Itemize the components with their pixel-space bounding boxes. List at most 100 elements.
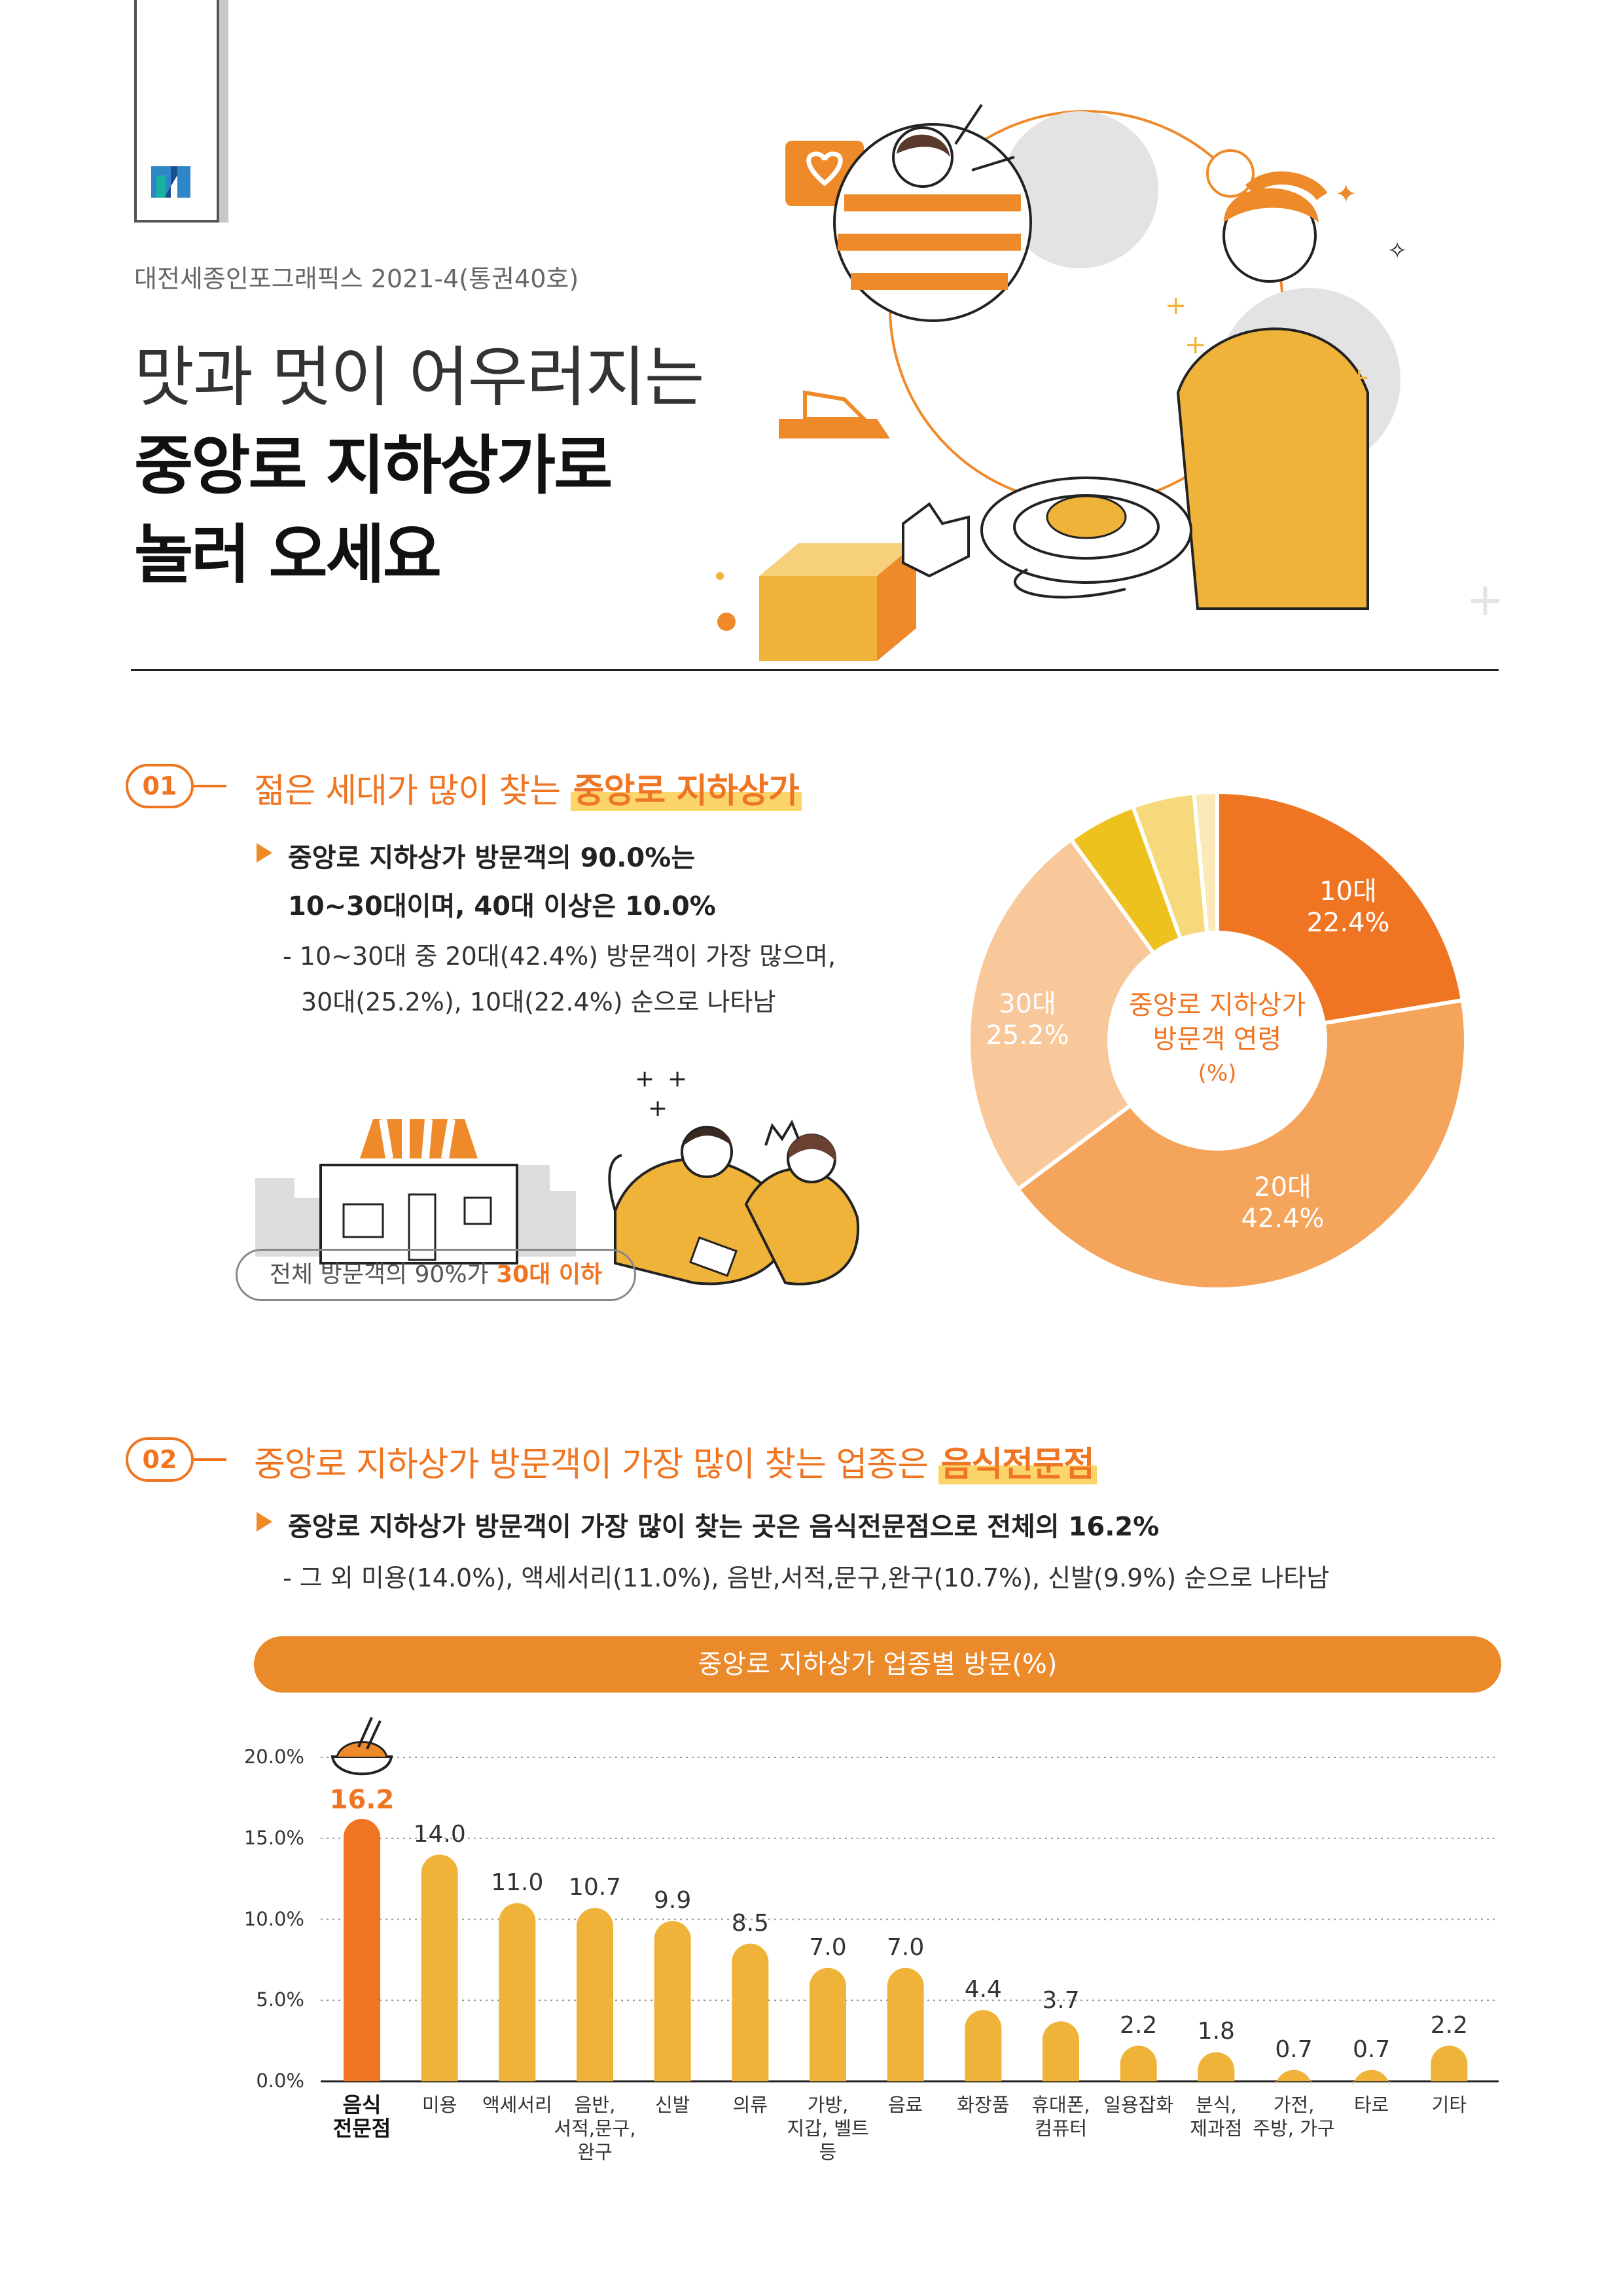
section2-heading: 중앙로 지하상가 방문객이 가장 많이 찾는 업종은 음식전문점 (254, 1437, 1097, 1486)
bar (421, 1854, 458, 2081)
y-tick-label: 0.0% (256, 2070, 304, 2092)
bar-category-label: 가전, 주방, 가구 (1253, 2094, 1335, 2140)
bar-category-label: 휴대폰, 컴퓨터 (1031, 2094, 1090, 2140)
svg-text:+: + (648, 1095, 668, 1122)
bar-category-label: 음반, 서적,문구, 완구 (554, 2094, 636, 2163)
section2-connector (194, 1458, 226, 1461)
bar-category-label: 기타 (1431, 2094, 1467, 2116)
svg-text:+: + (1348, 363, 1370, 393)
donut-label-teens: 10대 22.4% (1283, 876, 1414, 939)
bar-value-label: 10.7 (568, 1874, 622, 1901)
section1-number-badge: 01 (126, 764, 194, 808)
donut-label-twenties: 20대 42.4% (1217, 1172, 1348, 1234)
donut-label-thirties-value: 25.2% (986, 1020, 1069, 1050)
section1-heading-highlight: 중앙로 지하상가 (570, 772, 802, 811)
bar (344, 1819, 380, 2081)
svg-text:+: + (1466, 573, 1505, 626)
age-donut-chart (967, 789, 1468, 1292)
bar-value-label: 3.7 (1042, 1987, 1080, 2015)
svg-text:+: + (1165, 291, 1187, 321)
bar (1431, 2045, 1468, 2081)
bar-value-label: 0.7 (1275, 2036, 1313, 2063)
donut-label-teens-value: 22.4% (1306, 908, 1390, 938)
bar (965, 2010, 1002, 2081)
y-tick-label: 20.0% (243, 1746, 304, 1768)
header-illustration: ✦ ✧ + + + + (716, 103, 1505, 661)
bar (1275, 2070, 1312, 2089)
section1-note-line2: 30대(25.2%), 10대(22.4%) 순으로 나타남 (301, 988, 776, 1016)
section1-heading-prefix: 젊은 세대가 많이 찾는 (254, 772, 571, 811)
section1-heading: 젊은 세대가 많이 찾는 중앙로 지하상가 (254, 763, 802, 812)
bar (654, 1921, 691, 2081)
bar-chart-title: 중앙로 지하상가 업종별 방문(%) (254, 1636, 1501, 1693)
page-title-line2: 중앙로 지하상가로 (134, 429, 613, 503)
bar-category-label: 타로 (1353, 2094, 1389, 2116)
bar (1353, 2070, 1390, 2089)
bar (887, 1967, 924, 2081)
y-tick-label: 15.0% (243, 1826, 304, 1849)
bar (499, 1903, 536, 2081)
svg-text:✦: ✦ (1335, 179, 1357, 209)
donut-label-twenties-name: 20대 (1254, 1172, 1311, 1202)
bar-value-label: 7.0 (887, 1933, 925, 1961)
bar-value-label: 16.2 (329, 1785, 395, 1816)
bar-value-label: 0.7 (1353, 2036, 1391, 2063)
donut-label-teens-name: 10대 (1319, 876, 1377, 906)
buildings-icon (255, 1165, 576, 1257)
bar-value-label: 8.5 (731, 1909, 769, 1937)
bar (810, 1967, 846, 2081)
bar (1120, 2045, 1157, 2081)
business-bar-chart (321, 1717, 1499, 2089)
bar-value-label: 7.0 (809, 1933, 847, 1961)
bar-value-label: 11.0 (491, 1869, 544, 1896)
bar-category-label: 의류 (732, 2094, 768, 2116)
bar-category-label: 미용 (421, 2094, 457, 2116)
y-tick-label: 5.0% (256, 1988, 304, 2011)
donut-label-twenties-value: 42.4% (1241, 1204, 1325, 1234)
page-title-line1: 맛과 멋이 어우러지는 (134, 339, 705, 416)
bar (1043, 2021, 1079, 2081)
bar (732, 1943, 769, 2081)
section2-number-badge: 02 (126, 1437, 194, 1482)
bar-value-label: 2.2 (1430, 2011, 1468, 2039)
pill-highlight: 30대 이하 (496, 1261, 603, 1288)
pill-prefix: 전체 방문객의 90%가 (269, 1261, 497, 1288)
section1-illustration: + + + (255, 1066, 860, 1285)
bar-category-label: 음식 전문점 (332, 2092, 391, 2141)
donut-center-label: 중앙로 지하상가 방문객 연령 (%) (1093, 988, 1342, 1090)
svg-text:+: + (635, 1066, 654, 1092)
bar-value-label: 9.9 (654, 1886, 692, 1914)
section1-bullet-line2: 10~30대이며, 40대 이상은 10.0% (288, 891, 716, 922)
people-celebrating-icon (608, 1119, 860, 1285)
bar-category-label: 신발 (654, 2094, 690, 2116)
donut-slice-1 (1015, 997, 1468, 1292)
section1-bullet-line1: 중앙로 지하상가 방문객의 90.0%는 (288, 843, 696, 873)
bar-value-label: 2.2 (1120, 2011, 1158, 2039)
header-divider (131, 669, 1499, 671)
logo-icon (151, 166, 190, 198)
section2-bullet-line1: 중앙로 지하상가 방문객이 가장 많이 찾는 곳은 음식전문점으로 전체의 16… (288, 1512, 1160, 1542)
noodle-bowl-icon (330, 1717, 393, 1776)
section1-connector (194, 785, 226, 787)
bullet-arrow-icon (257, 843, 272, 863)
donut-label-thirties-name: 30대 (999, 989, 1056, 1019)
bullet-arrow-icon (257, 1512, 272, 1532)
bar-category-label: 분식, 제과점 (1190, 2094, 1243, 2140)
bar-category-label: 가방, 지갑, 벨트 등 (787, 2094, 869, 2163)
donut-label-thirties: 30대 25.2% (962, 988, 1093, 1051)
donut-center-line1: 중앙로 지하상가 (1128, 990, 1306, 1020)
svg-text:✧: ✧ (1387, 238, 1407, 264)
donut-center-line3: (%) (1198, 1060, 1237, 1086)
donut-center-line2: 방문객 연령 (1152, 1024, 1282, 1054)
bar-category-label: 일용잡화 (1103, 2094, 1174, 2116)
section2-heading-highlight: 음식전문점 (938, 1445, 1097, 1484)
bar-category-label: 액세서리 (482, 2094, 552, 2116)
publisher-label: 대전세종인포그래픽스 2021-4(통권40호) (134, 264, 579, 293)
bar-category-label: 화장품 (957, 2094, 1010, 2116)
y-tick-label: 10.0% (243, 1907, 304, 1930)
donut-slice-5 (1191, 789, 1219, 936)
bar-value-label: 14.0 (413, 1820, 466, 1848)
svg-text:+: + (1185, 330, 1207, 360)
section1-summary-pill: 전체 방문객의 90%가 30대 이하 (236, 1249, 636, 1301)
donut-slice-2 (967, 836, 1157, 1193)
